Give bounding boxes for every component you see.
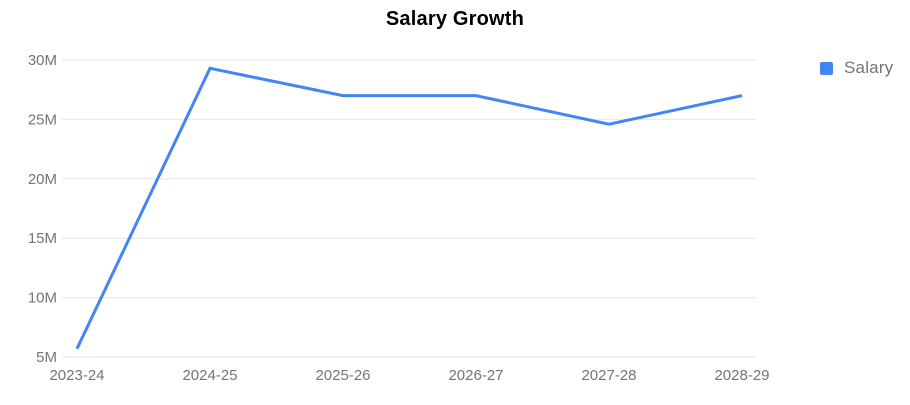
legend: Salary <box>820 58 893 78</box>
x-axis-tick-label: 2028-29 <box>714 367 769 384</box>
y-axis-tick-label: 25M <box>28 111 57 128</box>
x-axis-tick-label: 2026-27 <box>448 367 503 384</box>
legend-swatch-salary-icon[interactable] <box>820 61 833 75</box>
salary-series-line[interactable] <box>75 66 743 350</box>
x-axis-tick-label: 2023-24 <box>49 367 104 384</box>
x-axis-tick-label: 2024-25 <box>182 367 237 384</box>
y-axis-tick-label: 30M <box>28 52 57 69</box>
y-axis-tick-label: 5M <box>36 349 57 366</box>
y-axis-tick-label: 20M <box>28 171 57 188</box>
x-axis-tick-label: 2025-26 <box>315 367 370 384</box>
legend-label-salary[interactable]: Salary <box>844 58 894 77</box>
y-axis-tick-label: 10M <box>28 290 57 307</box>
chart-title: Salary Growth <box>385 8 525 30</box>
y-axis-tick-label: 15M <box>28 230 57 247</box>
x-axis-tick-label: 2027-28 <box>581 367 636 384</box>
